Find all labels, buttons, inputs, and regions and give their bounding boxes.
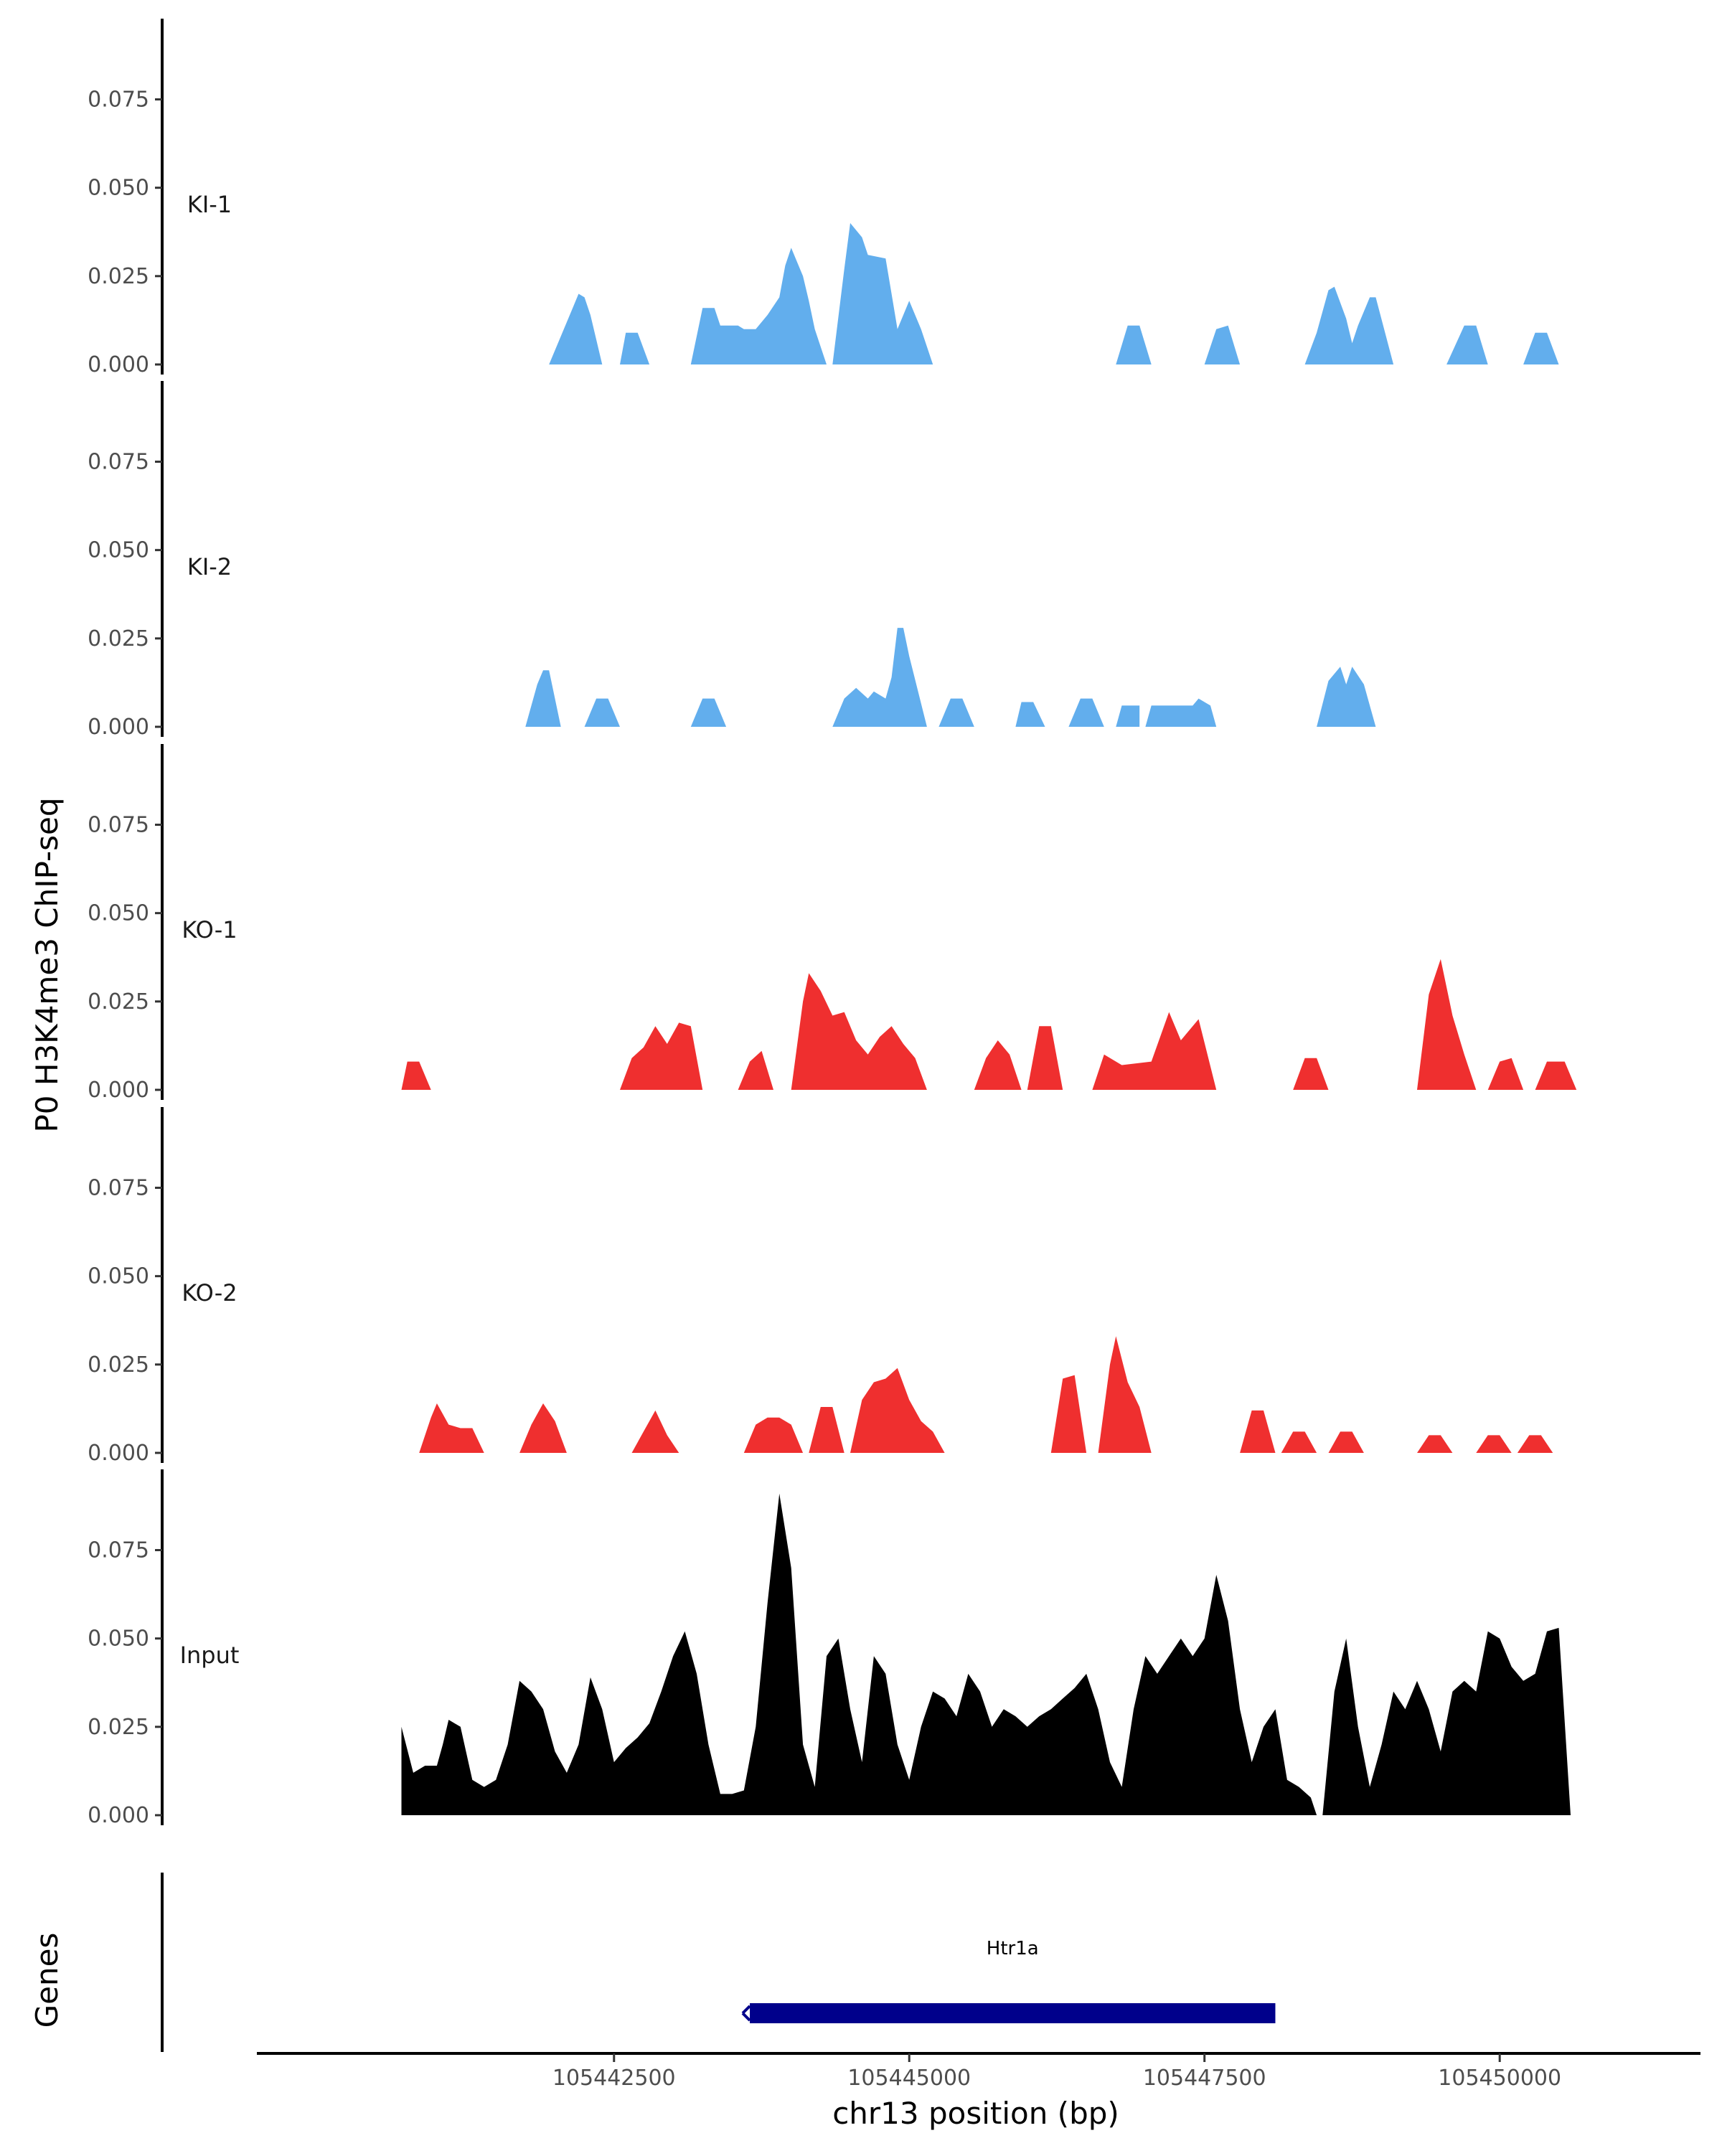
y-tick-label: 0.075: [88, 1176, 149, 1201]
signal-area: [584, 698, 620, 727]
signal-area: [1417, 959, 1477, 1090]
y-tick-label: 0.075: [88, 88, 149, 113]
signal-area: [850, 1367, 945, 1453]
signal-area: [743, 1417, 804, 1453]
gene-body-htr1a: [750, 2003, 1276, 2023]
track-ko-2: 0.000 0.025 0.050 0.075 KO-2: [88, 1107, 1553, 1466]
signal-area: [809, 1407, 844, 1453]
y-tick-label: 0.000: [88, 1441, 149, 1466]
signal-area: [525, 670, 561, 727]
signal-area: [1068, 698, 1104, 727]
signal-area: [791, 973, 927, 1090]
y-tick-label: 0.025: [88, 1715, 149, 1740]
genes-layer: Htr1a 105442500 105445000 105447500 10545000…: [161, 1873, 1700, 2091]
track-label: KO-2: [182, 1279, 237, 1307]
signal-area: [1027, 1026, 1063, 1090]
gene-label-htr1a: Htr1a: [987, 1938, 1039, 1959]
signal-area: [519, 1403, 567, 1453]
y-tick-label: 0.075: [88, 1538, 149, 1563]
x-axis: 105442500 105445000 105447500 105450000: [257, 2052, 1700, 2091]
tracks-layer: 0.0000.0250.0500.075KI-10.0000.0250.0500…: [88, 19, 1577, 1828]
x-tick-label: 105445000: [847, 2066, 971, 2091]
genes-axis-title: Genes: [29, 1933, 65, 2028]
signal-area: [1322, 1627, 1571, 1815]
gene-strand-arrow: [741, 2012, 751, 2022]
signal-area: [1092, 1012, 1217, 1090]
track-label: Input: [180, 1642, 240, 1669]
signal-area: [1487, 1058, 1524, 1090]
signal-area: [620, 1022, 703, 1090]
y-tick-label: 0.025: [88, 264, 149, 289]
track-label: KO-1: [182, 916, 237, 943]
y-tick-label: 0.050: [88, 901, 149, 926]
signal-area: [1098, 1336, 1152, 1453]
track-input: 0.000 0.025 0.050 0.075 Input: [88, 1469, 1571, 1828]
signal-area: [631, 1410, 679, 1453]
signal-area: [832, 222, 933, 364]
y-tick-label: 0.025: [88, 626, 149, 651]
signal-area: [1281, 1431, 1317, 1453]
signal-area: [1145, 698, 1217, 727]
signal-area: [419, 1403, 484, 1453]
signal-area: [549, 293, 603, 364]
signal-area: [1446, 325, 1488, 364]
y-tick-label: 0.075: [88, 450, 149, 475]
y-tick-label: 0.025: [88, 989, 149, 1015]
x-tick-label: 105450000: [1438, 2066, 1561, 2091]
y-tick-label: 0.050: [88, 1627, 149, 1652]
y-tick-label: 0.075: [88, 813, 149, 838]
gene-strand-arrow: [741, 2005, 751, 2015]
x-tick-label: 105442500: [552, 2066, 676, 2091]
signal-area: [620, 332, 650, 364]
y-axis-title: P0 H3K4me3 ChIP-seq: [29, 797, 65, 1132]
signal-area: [401, 1493, 1317, 1815]
y-tick-label: 0.050: [88, 538, 149, 563]
y-tick-label: 0.025: [88, 1352, 149, 1378]
signal-area: [401, 1061, 431, 1090]
signal-area: [1517, 1435, 1553, 1453]
signal-area: [1417, 1435, 1453, 1453]
track-label: KI-1: [187, 191, 232, 218]
signal-area: [690, 698, 727, 727]
signal-area: [938, 698, 974, 727]
gene-track: Htr1a: [161, 1873, 1276, 2052]
signal-area: [1116, 325, 1152, 364]
y-tick-label: 0.000: [88, 1803, 149, 1828]
signal-area: [1240, 1410, 1276, 1453]
signal-area: [738, 1050, 773, 1090]
y-tick-label: 0.000: [88, 1078, 149, 1103]
y-tick-label: 0.050: [88, 1264, 149, 1289]
signal-area: [1116, 705, 1140, 727]
signal-area: [1328, 1431, 1364, 1453]
track-ki-1: 0.000 0.025 0.050 0.075 KI-1: [88, 19, 1559, 377]
signal-area: [1535, 1061, 1577, 1090]
signal-area: [1204, 325, 1241, 364]
y-tick-label: 0.000: [88, 352, 149, 377]
x-axis-title: chr13 position (bp): [832, 2096, 1119, 2131]
signal-area: [832, 628, 927, 727]
track-ki-2: 0.000 0.025 0.050 0.075 KI-2: [88, 381, 1376, 740]
track-label: KI-2: [187, 553, 232, 580]
signal-area: [1523, 332, 1559, 364]
signal-area: [1317, 667, 1376, 727]
signal-area: [974, 1040, 1022, 1090]
signal-area: [1476, 1435, 1512, 1453]
signal-area: [1304, 286, 1394, 364]
signal-area: [690, 248, 827, 364]
x-tick-label: 105447500: [1143, 2066, 1266, 2091]
signal-area: [1050, 1375, 1087, 1453]
signal-area: [1015, 702, 1045, 727]
y-tick-label: 0.000: [88, 715, 149, 740]
signal-area: [1293, 1058, 1329, 1090]
y-tick-label: 0.050: [88, 176, 149, 201]
track-ko-1: 0.000 0.025 0.050 0.075 KO-1: [88, 744, 1577, 1103]
